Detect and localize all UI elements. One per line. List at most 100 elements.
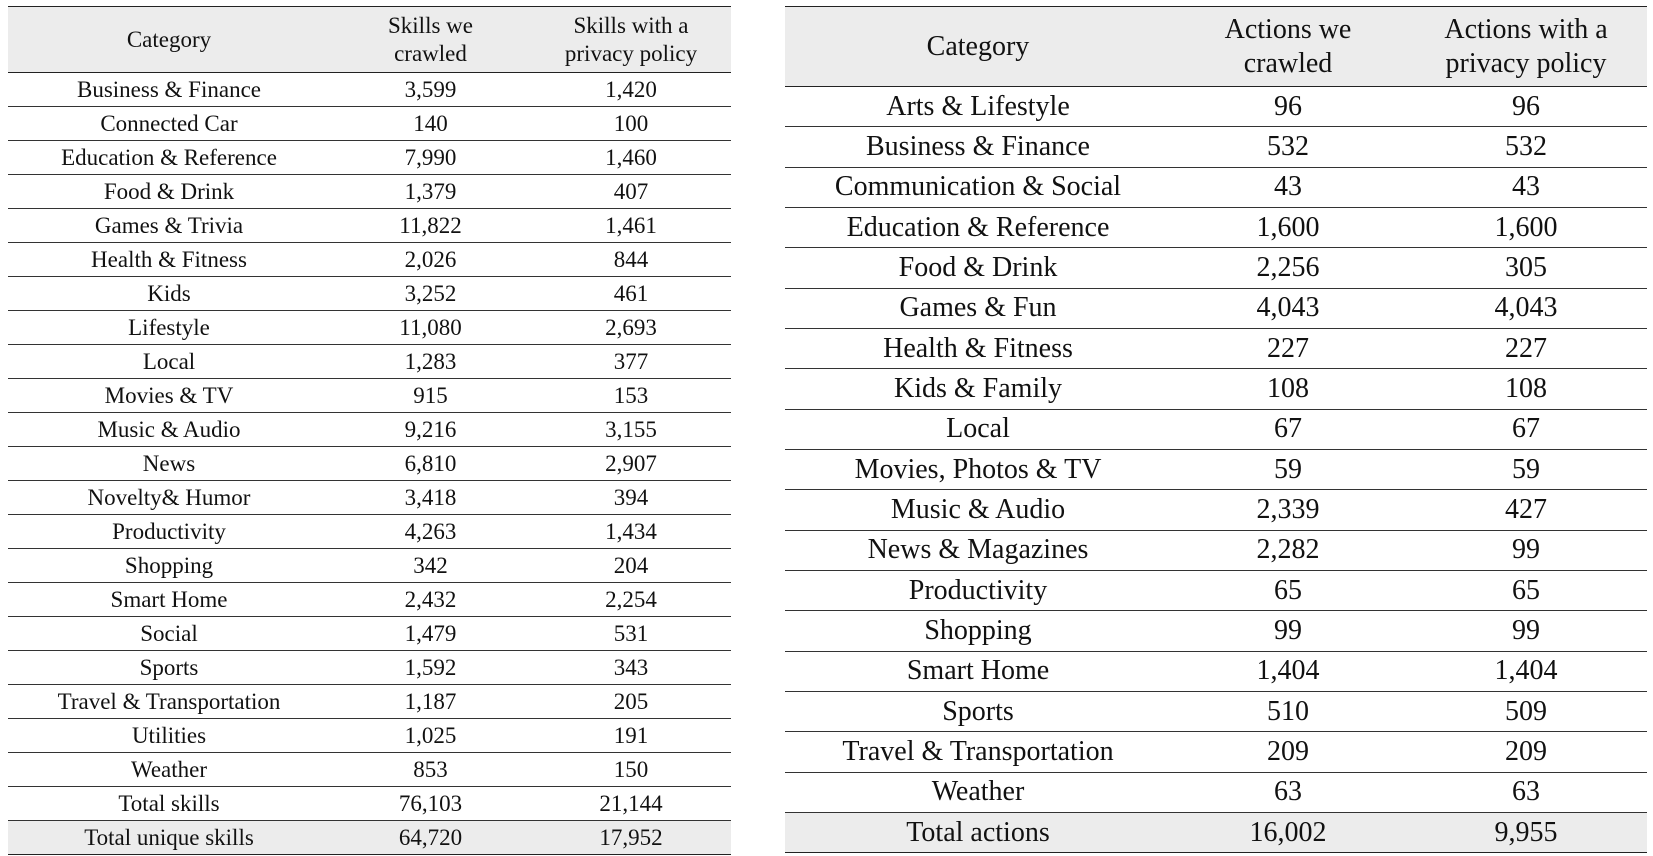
cell-privacy: 9,955 (1405, 812, 1647, 853)
cell-crawled: 9,216 (330, 412, 531, 447)
cell-category: Movies & TV (8, 378, 330, 413)
cell-privacy: 1,420 (531, 72, 731, 107)
skills-header-privacy-line2: privacy policy (564, 40, 698, 66)
cell-category: Food & Drink (8, 174, 330, 209)
cell-privacy: 844 (531, 242, 731, 277)
table-row: Business & Finance 532 532 (785, 126, 1647, 168)
cell-category: Business & Finance (8, 72, 330, 107)
cell-crawled: 2,026 (330, 242, 531, 277)
cell-crawled: 1,600 (1171, 207, 1405, 249)
table-row: Games & Fun 4,043 4,043 (785, 288, 1647, 329)
cell-privacy: 531 (531, 616, 731, 651)
actions-header-category: Category (785, 6, 1171, 87)
skills-header-category: Category (8, 6, 330, 73)
table-row: News & Magazines 2,282 99 (785, 530, 1647, 571)
table-row: News 6,810 2,907 (8, 446, 731, 481)
cell-privacy: 204 (531, 548, 731, 583)
table-row: Education & Reference 7,990 1,460 (8, 140, 731, 175)
cell-privacy: 1,461 (531, 208, 731, 243)
table-row: Travel & Transportation 1,187 205 (8, 684, 731, 719)
cell-category: Games & Fun (785, 288, 1171, 329)
table-row: Business & Finance 3,599 1,420 (8, 72, 731, 107)
cell-crawled: 342 (330, 548, 531, 583)
actions-header-privacy: Actions with a privacy policy (1405, 6, 1647, 87)
cell-category: Kids & Family (785, 368, 1171, 410)
cell-category: Music & Audio (8, 412, 330, 447)
table-row: Utilities 1,025 191 (8, 718, 731, 753)
cell-privacy: 108 (1405, 368, 1647, 410)
cell-privacy: 99 (1405, 610, 1647, 652)
table-row: Total unique skills 64,720 17,952 (8, 820, 731, 855)
cell-category: Social (8, 616, 330, 651)
cell-privacy: 509 (1405, 691, 1647, 733)
cell-crawled: 3,418 (330, 480, 531, 515)
cell-crawled: 532 (1171, 126, 1405, 168)
cell-category: Total unique skills (8, 820, 330, 855)
table-row: Shopping 342 204 (8, 548, 731, 583)
table-row: Local 1,283 377 (8, 344, 731, 379)
table-row: Novelty& Humor 3,418 394 (8, 480, 731, 515)
cell-privacy: 191 (531, 718, 731, 753)
table-row: Movies & TV 915 153 (8, 378, 731, 413)
cell-category: Games & Trivia (8, 208, 330, 243)
cell-category: Health & Fitness (785, 328, 1171, 370)
cell-privacy: 2,907 (531, 446, 731, 481)
table-row: Weather 63 63 (785, 772, 1647, 813)
cell-crawled: 853 (330, 752, 531, 787)
actions-header-crawled: Actions we crawled (1171, 6, 1405, 87)
cell-category: Movies, Photos & TV (785, 449, 1171, 491)
cell-crawled: 96 (1171, 86, 1405, 128)
skills-header-privacy-line1: Skills with a (573, 13, 689, 39)
cell-crawled: 16,002 (1171, 812, 1405, 853)
cell-crawled: 65 (1171, 570, 1405, 612)
cell-category: Arts & Lifestyle (785, 86, 1171, 128)
cell-category: Total skills (8, 786, 330, 821)
cell-privacy: 1,460 (531, 140, 731, 175)
cell-category: Novelty& Humor (8, 480, 330, 515)
table-row: Kids 3,252 461 (8, 276, 731, 311)
table-row: Food & Drink 1,379 407 (8, 174, 731, 209)
cell-privacy: 59 (1405, 449, 1647, 491)
table-row: Total skills 76,103 21,144 (8, 786, 731, 821)
actions-header-crawled-line1: Actions we (1224, 14, 1352, 46)
cell-privacy: 153 (531, 378, 731, 413)
cell-category: Communication & Social (785, 167, 1171, 208)
cell-privacy: 305 (1405, 247, 1647, 289)
table-row: Shopping 99 99 (785, 610, 1647, 652)
cell-crawled: 1,592 (330, 650, 531, 685)
cell-privacy: 65 (1405, 570, 1647, 612)
skills-table: Category Skills we crawled Skills with a… (8, 6, 731, 855)
cell-crawled: 2,339 (1171, 489, 1405, 531)
table-row: Lifestyle 11,080 2,693 (8, 310, 731, 345)
cell-crawled: 227 (1171, 328, 1405, 370)
cell-crawled: 915 (330, 378, 531, 413)
actions-table-header-row: Category Actions we crawled Actions with… (785, 6, 1647, 87)
cell-privacy: 100 (531, 106, 731, 141)
cell-privacy: 17,952 (531, 820, 731, 855)
cell-category: Productivity (8, 514, 330, 549)
table-row: Social 1,479 531 (8, 616, 731, 651)
cell-privacy: 205 (531, 684, 731, 719)
cell-privacy: 99 (1405, 530, 1647, 571)
cell-crawled: 99 (1171, 610, 1405, 652)
table-row: Health & Fitness 2,026 844 (8, 242, 731, 277)
actions-header-privacy-line1: Actions with a (1444, 14, 1608, 46)
cell-category: News (8, 446, 330, 481)
cell-privacy: 209 (1405, 731, 1647, 773)
cell-crawled: 59 (1171, 449, 1405, 491)
cell-privacy: 532 (1405, 126, 1647, 168)
cell-crawled: 11,822 (330, 208, 531, 243)
cell-category: Lifestyle (8, 310, 330, 345)
table-row: Music & Audio 2,339 427 (785, 489, 1647, 531)
cell-category: Business & Finance (785, 126, 1171, 168)
cell-crawled: 209 (1171, 731, 1405, 773)
cell-crawled: 1,479 (330, 616, 531, 651)
table-row: Smart Home 1,404 1,404 (785, 651, 1647, 692)
cell-category: Smart Home (8, 582, 330, 617)
cell-crawled: 4,043 (1171, 288, 1405, 329)
table-row: Health & Fitness 227 227 (785, 328, 1647, 370)
cell-category: Education & Reference (785, 207, 1171, 249)
skills-table-body: Business & Finance 3,599 1,420 Connected Ca… (8, 72, 731, 855)
table-row: Education & Reference 1,600 1,600 (785, 207, 1647, 249)
table-row: Sports 510 509 (785, 691, 1647, 733)
